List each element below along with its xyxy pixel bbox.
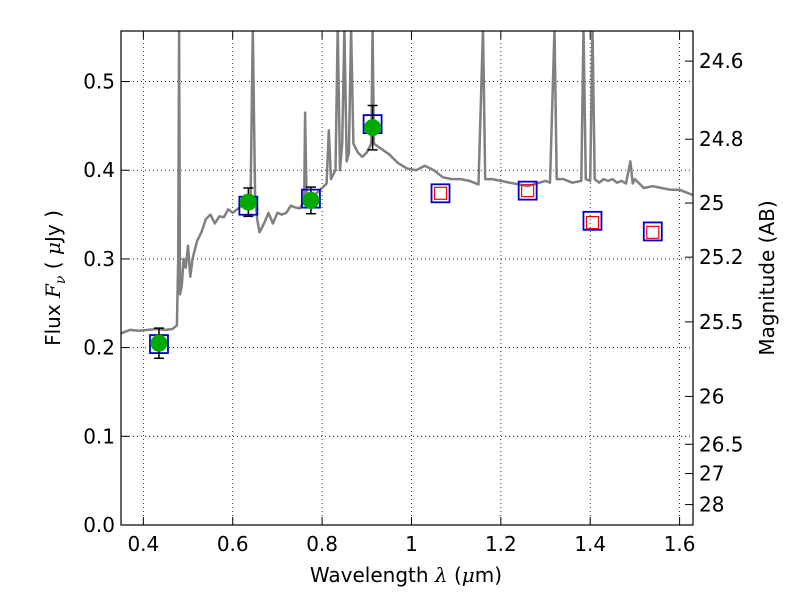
- tick-layer: 0.4 0.6 0.8 1 1.2 1.4 1.6 0.0 0.1 0.2 0.3 0.4 0.5 24.…: [83, 31, 744, 556]
- detection-point: [150, 334, 168, 352]
- detection-point: [364, 119, 382, 137]
- x-tick-label: 1.4: [574, 532, 606, 556]
- detection-point: [302, 191, 320, 209]
- y-tick-label: 0.4: [83, 158, 115, 182]
- points-layer: [149, 104, 663, 360]
- y2-tick-label: 24.6: [699, 49, 744, 73]
- nondetection-point: [585, 215, 600, 230]
- model-photometry-point: [517, 180, 538, 201]
- y2-axis-label: Magnitude (AB): [755, 200, 779, 355]
- y2-tick-label: 26: [699, 384, 724, 408]
- plot-frame: [120, 30, 694, 526]
- y2-tick-label: 25.5: [699, 310, 744, 334]
- y2-tick-label: 25: [699, 191, 724, 215]
- y2-tick-label: 26.5: [699, 432, 744, 456]
- model-photometry-point: [582, 210, 603, 231]
- nondetection-point: [521, 184, 535, 198]
- model-photometry-point: [430, 183, 451, 204]
- y-tick-label: 0.3: [83, 247, 115, 271]
- grid-lines: [121, 31, 693, 526]
- y2-tick-label: 28: [699, 493, 724, 517]
- x-tick-label: 1.6: [664, 532, 696, 556]
- x-tick-label: 0.4: [127, 532, 159, 556]
- nondetection-point: [433, 186, 448, 200]
- x-tick-label: 1.2: [485, 532, 517, 556]
- y-axis-label: Flux Fν ( μJy ): [41, 210, 69, 346]
- x-axis-label: Wavelength λ (μm): [310, 563, 502, 587]
- model-spectrum-line: [121, 31, 693, 335]
- x-tick-label: 0.6: [217, 532, 249, 556]
- x-tick-label: 1: [405, 532, 418, 556]
- y-tick-label: 0.5: [83, 70, 115, 94]
- y2-tick-label: 24.8: [699, 127, 744, 151]
- y-tick-label: 0.2: [83, 336, 115, 360]
- y2-tick-label: 25.2: [699, 245, 744, 269]
- y-tick-label: 0.1: [83, 424, 115, 448]
- nondetection-point: [646, 225, 660, 239]
- y2-tick-label: 27: [699, 462, 724, 486]
- spectrum-layer: [121, 31, 693, 335]
- y-tick-label: 0.0: [83, 513, 115, 537]
- model-photometry-point: [642, 221, 663, 242]
- detection-point: [239, 193, 257, 211]
- x-tick-label: 0.8: [306, 532, 338, 556]
